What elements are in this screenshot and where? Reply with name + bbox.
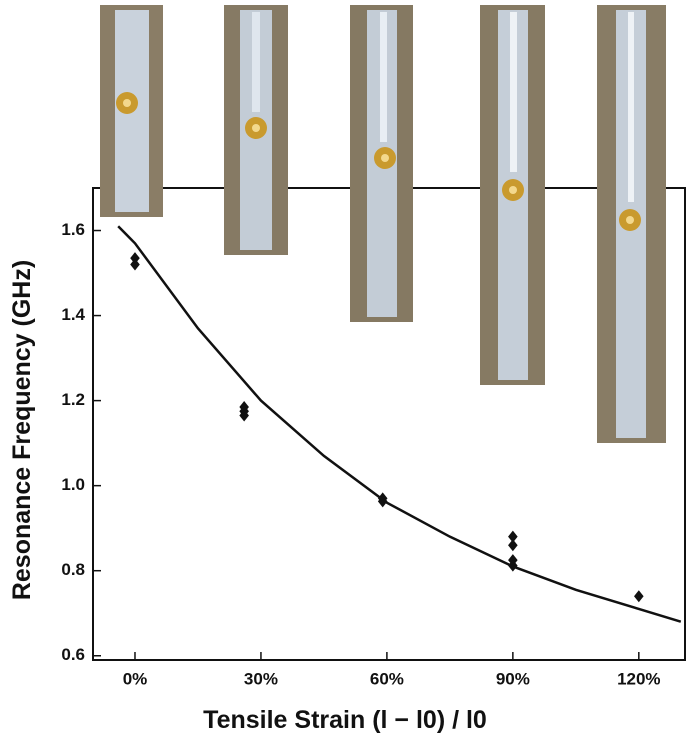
data-point — [130, 258, 140, 271]
x-tick-label: 120% — [617, 669, 660, 688]
x-axis-label: Tensile Strain (l − l0) / l0 — [203, 706, 487, 734]
data-point — [508, 530, 518, 543]
y-tick-label: 1.2 — [61, 390, 85, 409]
data-point — [508, 539, 518, 552]
y-tick-label: 0.8 — [61, 560, 85, 579]
photos — [100, 5, 666, 443]
y-tick-label: 1.6 — [61, 220, 85, 239]
photo — [100, 5, 163, 217]
y-tick-label: 0.6 — [61, 645, 85, 664]
photo — [350, 5, 413, 322]
photo — [224, 5, 288, 255]
x-tick-label: 30% — [244, 669, 278, 688]
x-tick-label: 60% — [370, 669, 404, 688]
fit-line — [117, 225, 682, 623]
photo — [480, 5, 545, 385]
axes: 0.6 0.8 1.0 1.2 1.4 1.6 0% 30% 60% 90% 120% — [61, 187, 686, 688]
data-point — [634, 590, 644, 603]
y-axis-label: Resonance Frequency (GHz) — [8, 260, 36, 600]
y-tick-label: 1.0 — [61, 475, 85, 494]
data-point — [130, 252, 140, 265]
photo — [597, 5, 666, 443]
data-point — [239, 409, 249, 422]
x-tick-label: 0% — [123, 669, 148, 688]
x-tick-label: 90% — [496, 669, 530, 688]
y-tick-label: 1.4 — [61, 305, 85, 324]
